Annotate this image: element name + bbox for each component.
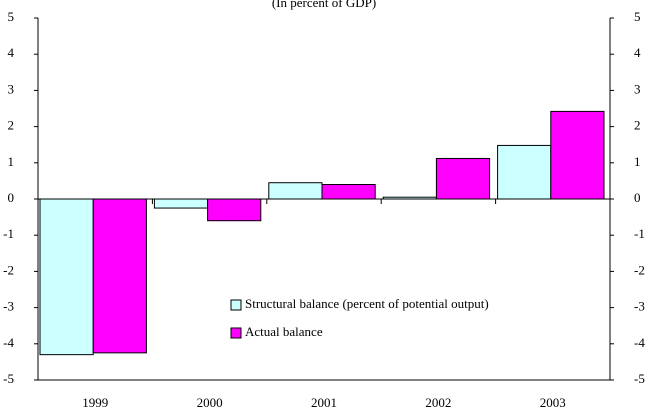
x-tick-label: 1999 bbox=[82, 395, 108, 410]
y-tick-label: 3 bbox=[8, 81, 15, 96]
bar bbox=[435, 157, 491, 200]
legend-swatch bbox=[230, 299, 242, 311]
y-tick-label: -1 bbox=[3, 226, 14, 241]
y2-tick-label: 3 bbox=[634, 81, 641, 96]
y-tick-label: 5 bbox=[8, 9, 15, 24]
bar bbox=[92, 198, 147, 354]
y2-tick-label: -5 bbox=[634, 371, 645, 386]
y-tick-label: 4 bbox=[8, 45, 15, 60]
y-tick-label: 1 bbox=[8, 154, 15, 169]
y-tick-label: -5 bbox=[3, 371, 14, 386]
bar bbox=[497, 144, 552, 200]
y-tick-label: -2 bbox=[3, 262, 14, 277]
bar bbox=[550, 110, 605, 200]
x-tick-label: 2003 bbox=[540, 395, 566, 410]
bar bbox=[153, 198, 209, 209]
legend-swatch bbox=[230, 327, 242, 339]
x-tick-label: 2002 bbox=[425, 395, 451, 410]
y2-tick-label: 5 bbox=[634, 9, 641, 24]
legend-label: Structural balance (percent of potential… bbox=[245, 296, 489, 311]
y-tick-label: 2 bbox=[8, 118, 15, 133]
bar bbox=[39, 198, 94, 356]
bar bbox=[207, 198, 262, 222]
y2-tick-label: 2 bbox=[634, 118, 641, 133]
y-tick-label: -3 bbox=[3, 299, 14, 314]
y-tick-label: 0 bbox=[8, 190, 15, 205]
chart-subtitle: (In percent of GDP) bbox=[272, 0, 376, 10]
bar bbox=[268, 182, 323, 200]
x-tick-label: 2000 bbox=[197, 395, 223, 410]
y2-tick-label: -3 bbox=[634, 299, 645, 314]
y2-tick-label: 0 bbox=[634, 190, 641, 205]
legend-label: Actual balance bbox=[245, 324, 323, 339]
y2-tick-label: 4 bbox=[634, 45, 641, 60]
y2-tick-label: -2 bbox=[634, 262, 645, 277]
x-tick-label: 2001 bbox=[311, 395, 337, 410]
bar bbox=[321, 184, 376, 200]
y2-tick-label: -4 bbox=[634, 335, 645, 350]
y-tick-label: -4 bbox=[3, 335, 14, 350]
y2-tick-label: 1 bbox=[634, 154, 641, 169]
y2-tick-label: -1 bbox=[634, 226, 645, 241]
